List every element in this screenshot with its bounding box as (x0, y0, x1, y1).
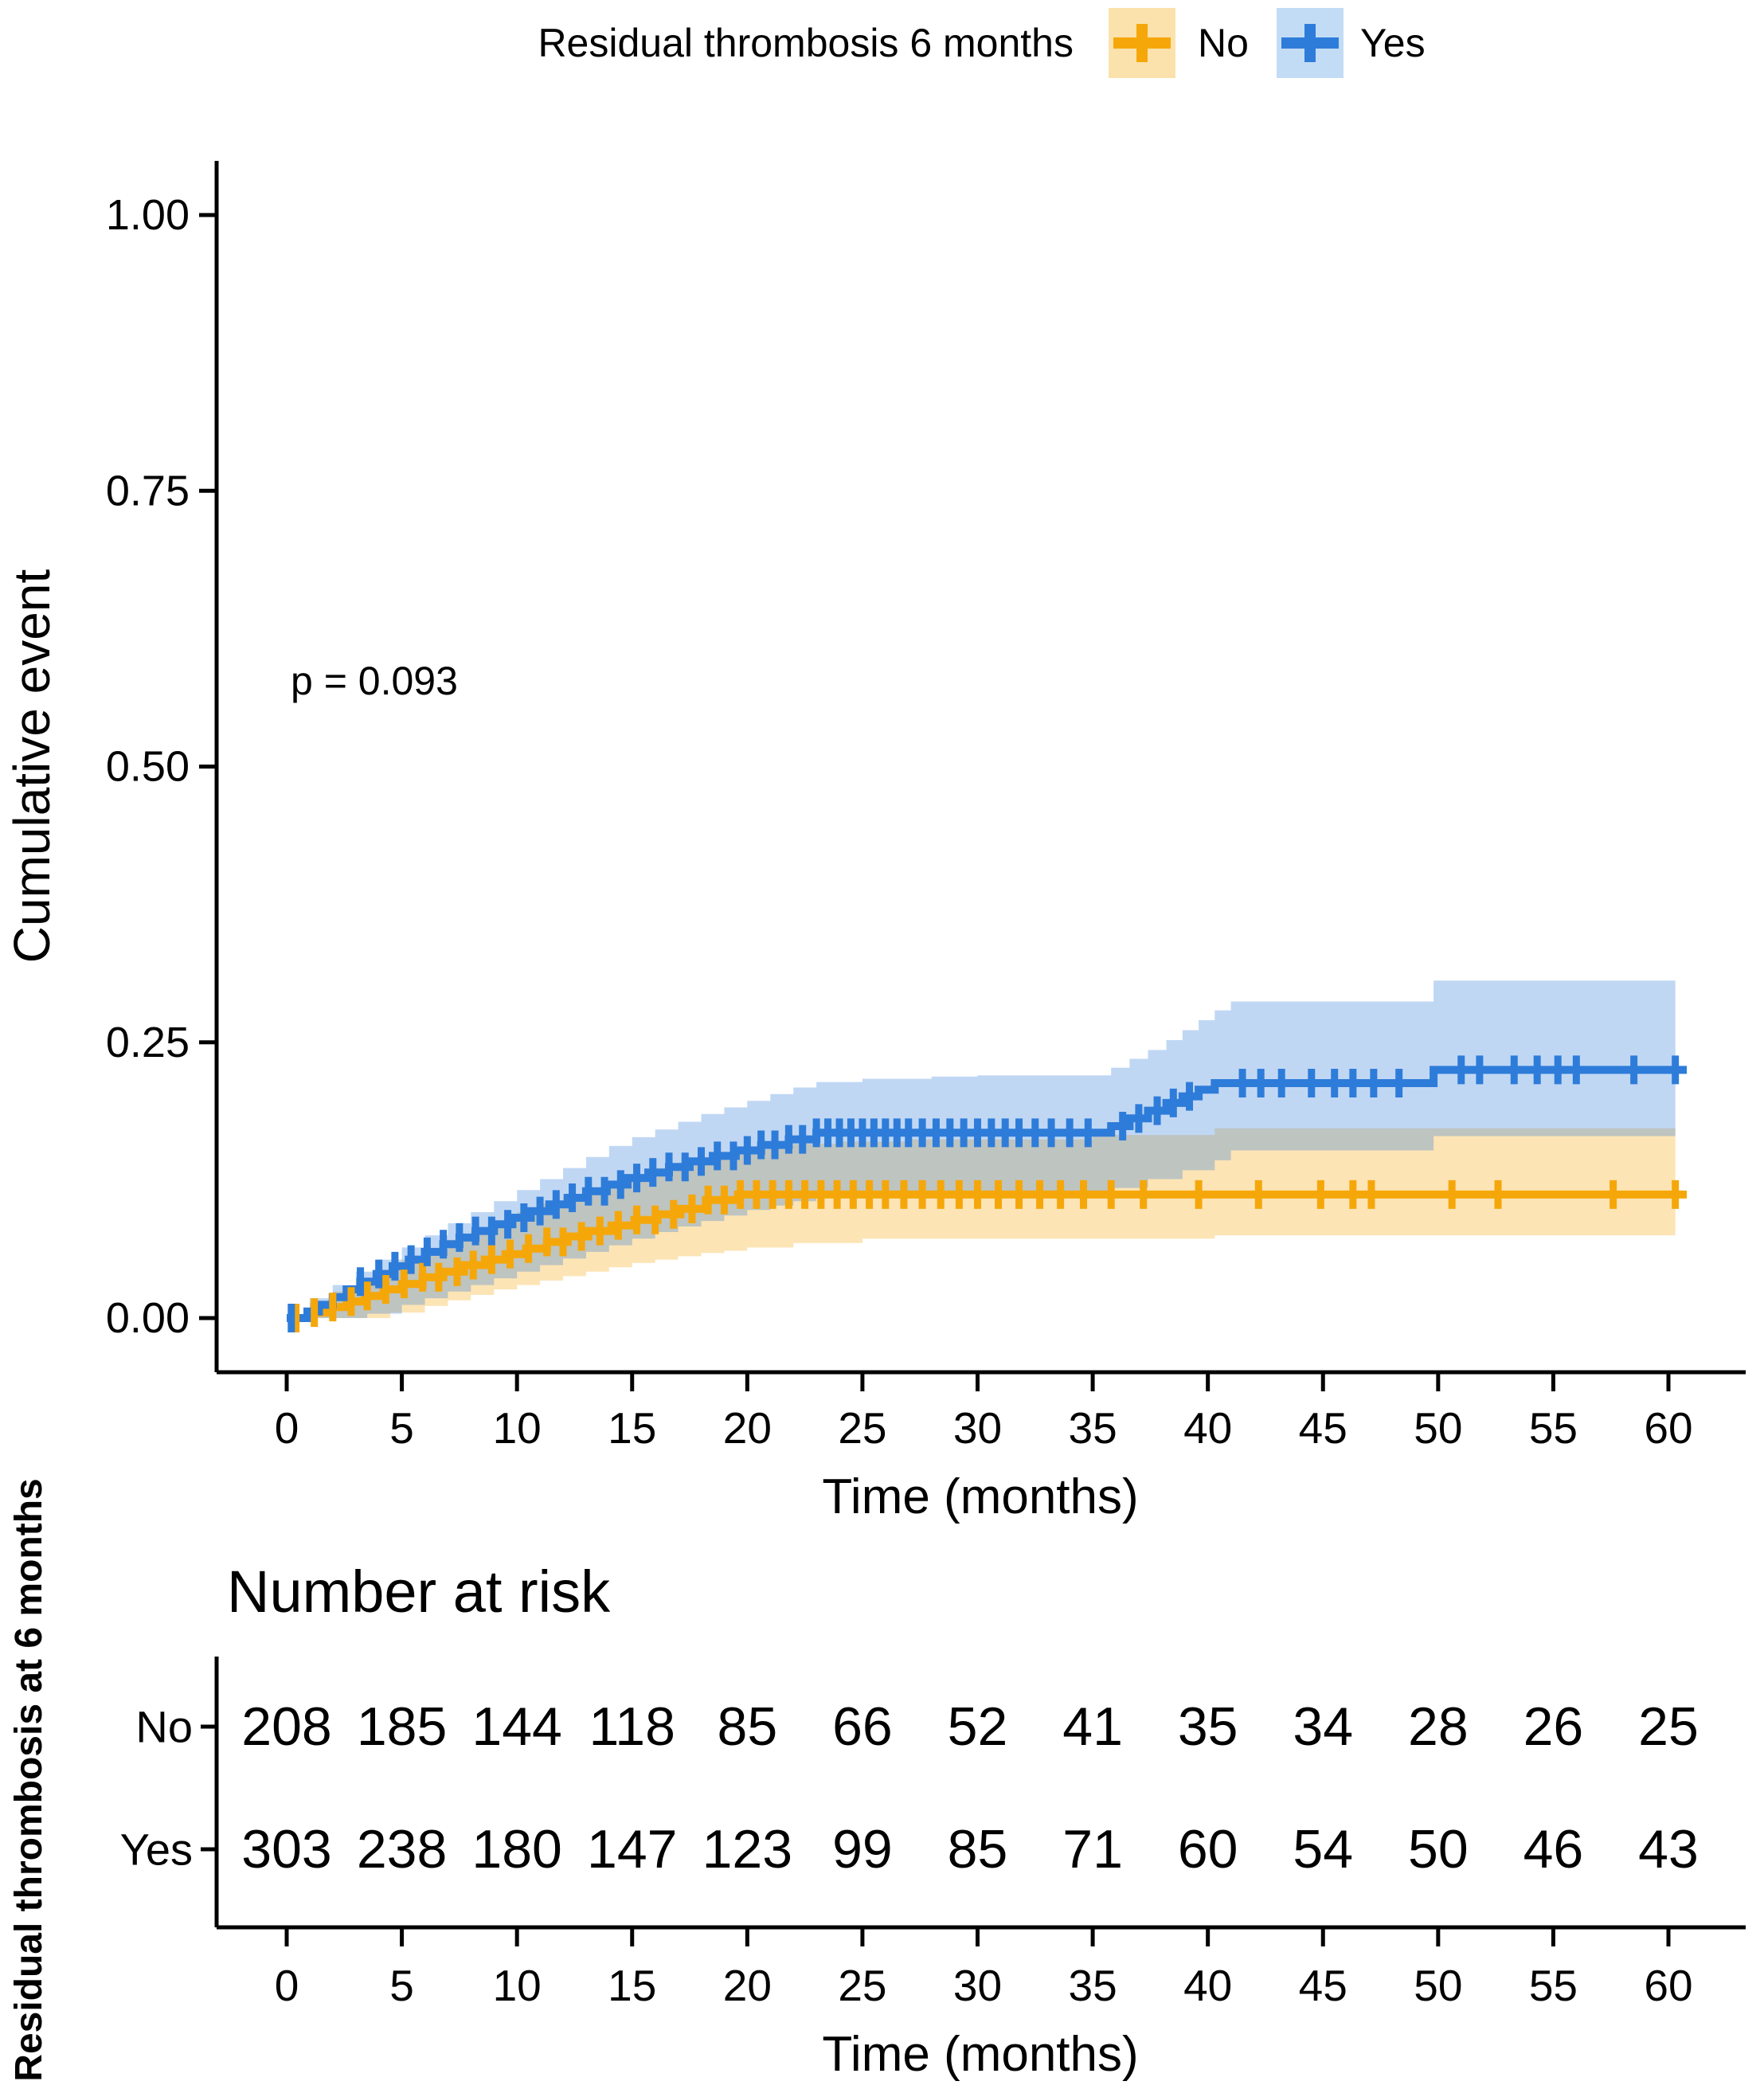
risk-count-no: 34 (1293, 1696, 1353, 1757)
risk-x-tick-label: 30 (953, 1961, 1002, 2010)
risk-table: Number at risk No Yes 208 303 185 238 144 180… (8, 1478, 1746, 2082)
risk-counts: 208 303 185 238 144 180 118 147 85 123 66 99 52 85 41 7… (241, 1696, 1699, 1880)
risk-count-yes: 99 (832, 1819, 893, 1880)
legend: Residual thrombosis 6 months No Yes (538, 8, 1426, 78)
risk-count-no: 85 (718, 1696, 778, 1757)
x-tick-label: 30 (953, 1403, 1002, 1453)
y-axis-ticks: 0.00 0.25 0.50 0.75 1.00 (106, 191, 217, 1342)
risk-x-tick-label: 5 (389, 1961, 414, 2010)
risk-count-yes: 180 (471, 1819, 561, 1880)
x-tick-label: 15 (608, 1403, 656, 1453)
risk-x-axis-title: Time (months) (822, 2027, 1138, 2082)
risk-x-tick-label: 35 (1068, 1961, 1117, 2010)
risk-x-tick-label: 60 (1644, 1961, 1692, 2010)
x-axis-title: Time (months) (822, 1469, 1138, 1524)
legend-title: Residual thrombosis 6 months (538, 21, 1074, 65)
x-tick-label: 25 (838, 1403, 886, 1453)
risk-count-yes: 60 (1178, 1819, 1238, 1880)
risk-count-no: 25 (1638, 1696, 1699, 1757)
risk-count-yes: 303 (241, 1819, 331, 1880)
risk-row-label-yes: Yes (120, 1825, 193, 1875)
risk-count-yes: 50 (1408, 1819, 1469, 1880)
legend-label-no: No (1198, 21, 1249, 65)
y-tick-label: 0.00 (106, 1294, 190, 1342)
risk-count-no: 185 (357, 1696, 447, 1757)
risk-count-no: 35 (1178, 1696, 1238, 1757)
y-tick-label: 1.00 (106, 191, 190, 239)
x-tick-label: 50 (1414, 1403, 1462, 1453)
risk-x-tick-label: 45 (1299, 1961, 1347, 2010)
risk-x-tick-label: 25 (838, 1961, 886, 2010)
risk-count-yes: 85 (948, 1819, 1008, 1880)
x-axis-ticks: 0 5 10 15 20 25 30 35 40 45 50 55 60 (275, 1372, 1693, 1453)
x-tick-label: 60 (1644, 1403, 1692, 1453)
risk-count-yes: 46 (1523, 1819, 1584, 1880)
risk-count-no: 41 (1062, 1696, 1123, 1757)
risk-x-tick-label: 15 (608, 1961, 656, 2010)
x-tick-label: 35 (1068, 1403, 1117, 1453)
y-tick-label: 0.50 (106, 743, 190, 791)
x-tick-label: 45 (1299, 1403, 1347, 1453)
y-tick-label: 0.75 (106, 467, 190, 514)
censor-marks (287, 1055, 1680, 1332)
legend-key-yes: Yes (1277, 8, 1426, 78)
risk-count-no: 28 (1408, 1696, 1469, 1757)
y-tick-label: 0.25 (106, 1019, 190, 1066)
risk-count-no: 118 (589, 1696, 675, 1757)
risk-x-tick-label: 0 (275, 1961, 299, 2010)
risk-x-tick-label: 55 (1529, 1961, 1578, 2010)
risk-x-axis-ticks: 0 5 10 15 20 25 30 35 40 45 50 55 60 (275, 1927, 1693, 2010)
x-tick-label: 55 (1529, 1403, 1578, 1453)
risk-row-label-no: No (135, 1702, 193, 1752)
risk-count-no: 208 (241, 1696, 331, 1757)
km-plot-panel: 0.00 0.25 0.50 0.75 1.00 0 5 10 15 20 25 30 35 40 45 5… (3, 161, 1746, 1524)
x-tick-label: 40 (1183, 1403, 1232, 1453)
risk-count-yes: 54 (1293, 1819, 1353, 1880)
y-axis-title: Cumulative event (3, 569, 61, 964)
legend-label-yes: Yes (1360, 21, 1426, 65)
risk-x-tick-label: 10 (493, 1961, 542, 2010)
x-tick-label: 0 (275, 1403, 299, 1453)
risk-count-yes: 147 (587, 1819, 677, 1880)
risk-count-yes: 43 (1638, 1819, 1699, 1880)
risk-count-yes: 71 (1062, 1819, 1123, 1880)
risk-count-yes: 238 (357, 1819, 447, 1880)
risk-count-no: 144 (471, 1696, 561, 1757)
x-tick-label: 20 (723, 1403, 772, 1453)
risk-count-no: 66 (832, 1696, 893, 1757)
risk-x-tick-label: 40 (1183, 1961, 1232, 2010)
risk-count-no: 52 (948, 1696, 1008, 1757)
risk-count-no: 26 (1523, 1696, 1584, 1757)
risk-count-yes: 123 (702, 1819, 792, 1880)
risk-table-title: Number at risk (227, 1559, 611, 1625)
risk-x-tick-label: 20 (723, 1961, 772, 2010)
x-tick-label: 10 (493, 1403, 542, 1453)
risk-x-tick-label: 50 (1414, 1961, 1462, 2010)
legend-key-no: No (1109, 8, 1249, 78)
p-value-annotation: p = 0.093 (291, 659, 458, 703)
x-tick-label: 5 (389, 1403, 414, 1453)
risk-table-group-label: Residual thrombosis at 6 months (8, 1478, 50, 2081)
